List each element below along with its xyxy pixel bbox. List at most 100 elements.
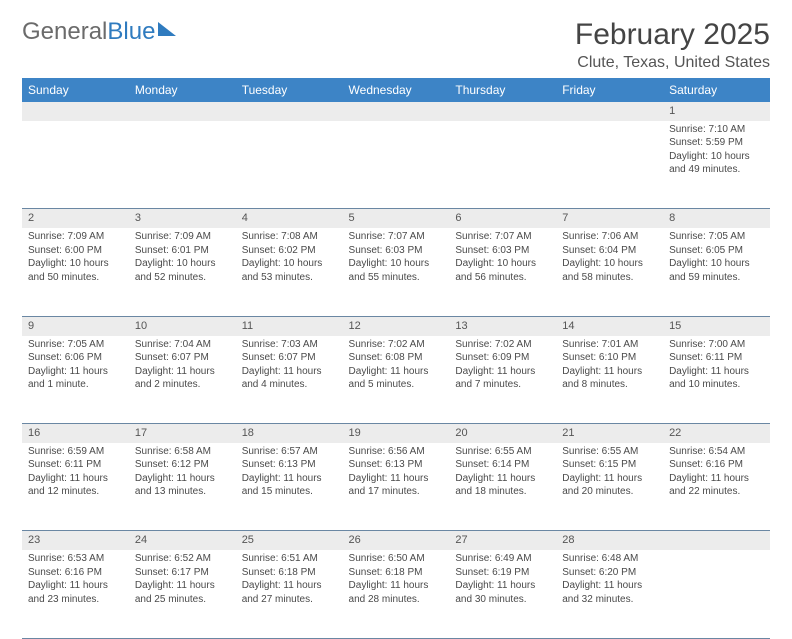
sunrise-line: Sunrise: 6:49 AM bbox=[455, 552, 550, 566]
weekday-header: Monday bbox=[129, 78, 236, 102]
day-number: 21 bbox=[556, 424, 663, 443]
daylight-line: Daylight: 11 hours and 12 minutes. bbox=[28, 472, 123, 499]
daylight-line: Daylight: 10 hours and 59 minutes. bbox=[669, 257, 764, 284]
sunrise-line: Sunrise: 7:09 AM bbox=[135, 230, 230, 244]
day-cell: Sunrise: 7:09 AMSunset: 6:01 PMDaylight:… bbox=[129, 228, 236, 316]
day-cell: Sunrise: 6:50 AMSunset: 6:18 PMDaylight:… bbox=[343, 550, 450, 638]
sunrise-line: Sunrise: 6:55 AM bbox=[455, 445, 550, 459]
sunset-line: Sunset: 6:13 PM bbox=[349, 458, 444, 472]
triangle-icon bbox=[158, 22, 176, 36]
weekday-header: Wednesday bbox=[343, 78, 450, 102]
sunset-line: Sunset: 6:03 PM bbox=[455, 244, 550, 258]
brand-logo: GeneralBlue bbox=[22, 18, 176, 46]
sunset-line: Sunset: 6:15 PM bbox=[562, 458, 657, 472]
day-cell: Sunrise: 7:03 AMSunset: 6:07 PMDaylight:… bbox=[236, 336, 343, 424]
daylight-line: Daylight: 11 hours and 22 minutes. bbox=[669, 472, 764, 499]
daylight-line: Daylight: 11 hours and 4 minutes. bbox=[242, 365, 337, 392]
week-row: Sunrise: 6:59 AMSunset: 6:11 PMDaylight:… bbox=[22, 443, 770, 531]
daylight-line: Daylight: 11 hours and 13 minutes. bbox=[135, 472, 230, 499]
day-number: 27 bbox=[449, 531, 556, 550]
day-number: 13 bbox=[449, 316, 556, 335]
daynum-row: 232425262728 bbox=[22, 531, 770, 550]
sunset-line: Sunset: 6:18 PM bbox=[242, 566, 337, 580]
sunset-line: Sunset: 6:18 PM bbox=[349, 566, 444, 580]
sunset-line: Sunset: 6:08 PM bbox=[349, 351, 444, 365]
sunset-line: Sunset: 6:16 PM bbox=[28, 566, 123, 580]
sunset-line: Sunset: 6:13 PM bbox=[242, 458, 337, 472]
day-cell: Sunrise: 6:55 AMSunset: 6:15 PMDaylight:… bbox=[556, 443, 663, 531]
day-number: 23 bbox=[22, 531, 129, 550]
day-cell bbox=[129, 121, 236, 209]
week-row: Sunrise: 7:10 AMSunset: 5:59 PMDaylight:… bbox=[22, 121, 770, 209]
day-number: 18 bbox=[236, 424, 343, 443]
day-number bbox=[22, 102, 129, 121]
daylight-line: Daylight: 11 hours and 17 minutes. bbox=[349, 472, 444, 499]
sunrise-line: Sunrise: 7:07 AM bbox=[349, 230, 444, 244]
calendar-table: SundayMondayTuesdayWednesdayThursdayFrid… bbox=[22, 78, 770, 639]
day-cell: Sunrise: 7:02 AMSunset: 6:08 PMDaylight:… bbox=[343, 336, 450, 424]
day-cell bbox=[343, 121, 450, 209]
day-number: 14 bbox=[556, 316, 663, 335]
day-number: 20 bbox=[449, 424, 556, 443]
day-number: 2 bbox=[22, 209, 129, 228]
day-cell: Sunrise: 6:55 AMSunset: 6:14 PMDaylight:… bbox=[449, 443, 556, 531]
header: GeneralBlue February 2025 Clute, Texas, … bbox=[22, 18, 770, 72]
day-cell: Sunrise: 6:54 AMSunset: 6:16 PMDaylight:… bbox=[663, 443, 770, 531]
day-number: 24 bbox=[129, 531, 236, 550]
day-cell: Sunrise: 6:52 AMSunset: 6:17 PMDaylight:… bbox=[129, 550, 236, 638]
day-cell: Sunrise: 7:05 AMSunset: 6:06 PMDaylight:… bbox=[22, 336, 129, 424]
sunset-line: Sunset: 6:17 PM bbox=[135, 566, 230, 580]
day-number: 9 bbox=[22, 316, 129, 335]
sunset-line: Sunset: 6:11 PM bbox=[28, 458, 123, 472]
daylight-line: Daylight: 10 hours and 58 minutes. bbox=[562, 257, 657, 284]
sunset-line: Sunset: 6:11 PM bbox=[669, 351, 764, 365]
day-cell: Sunrise: 7:09 AMSunset: 6:00 PMDaylight:… bbox=[22, 228, 129, 316]
sunset-line: Sunset: 6:02 PM bbox=[242, 244, 337, 258]
sunrise-line: Sunrise: 7:00 AM bbox=[669, 338, 764, 352]
weekday-header: Tuesday bbox=[236, 78, 343, 102]
sunrise-line: Sunrise: 7:08 AM bbox=[242, 230, 337, 244]
day-number: 4 bbox=[236, 209, 343, 228]
sunset-line: Sunset: 6:10 PM bbox=[562, 351, 657, 365]
daylight-line: Daylight: 11 hours and 28 minutes. bbox=[349, 579, 444, 606]
sunset-line: Sunset: 6:06 PM bbox=[28, 351, 123, 365]
day-cell: Sunrise: 7:10 AMSunset: 5:59 PMDaylight:… bbox=[663, 121, 770, 209]
title-block: February 2025 Clute, Texas, United State… bbox=[575, 18, 770, 72]
day-number: 25 bbox=[236, 531, 343, 550]
daylight-line: Daylight: 10 hours and 50 minutes. bbox=[28, 257, 123, 284]
daylight-line: Daylight: 11 hours and 5 minutes. bbox=[349, 365, 444, 392]
day-cell: Sunrise: 7:06 AMSunset: 6:04 PMDaylight:… bbox=[556, 228, 663, 316]
day-number: 7 bbox=[556, 209, 663, 228]
day-number bbox=[449, 102, 556, 121]
day-cell bbox=[663, 550, 770, 638]
sunset-line: Sunset: 6:16 PM bbox=[669, 458, 764, 472]
week-row: Sunrise: 7:05 AMSunset: 6:06 PM Daylight:… bbox=[22, 336, 770, 424]
sunset-line: Sunset: 5:59 PM bbox=[669, 136, 764, 150]
day-number: 12 bbox=[343, 316, 450, 335]
day-number: 11 bbox=[236, 316, 343, 335]
sunset-line: Sunset: 6:19 PM bbox=[455, 566, 550, 580]
day-number: 1 bbox=[663, 102, 770, 121]
daylight-line: Daylight: 11 hours and 20 minutes. bbox=[562, 472, 657, 499]
sunset-line: Sunset: 6:14 PM bbox=[455, 458, 550, 472]
day-cell: Sunrise: 6:53 AMSunset: 6:16 PMDaylight:… bbox=[22, 550, 129, 638]
sunrise-line: Sunrise: 7:05 AM bbox=[669, 230, 764, 244]
sunrise-line: Sunrise: 7:05 AM bbox=[28, 338, 123, 352]
day-cell: Sunrise: 7:05 AMSunset: 6:05 PMDaylight:… bbox=[663, 228, 770, 316]
day-cell: Sunrise: 7:02 AMSunset: 6:09 PMDaylight:… bbox=[449, 336, 556, 424]
sunrise-line: Sunrise: 7:02 AM bbox=[349, 338, 444, 352]
day-cell bbox=[22, 121, 129, 209]
sunrise-line: Sunrise: 6:53 AM bbox=[28, 552, 123, 566]
daylight-line: Daylight: 10 hours and 49 minutes. bbox=[669, 150, 764, 177]
day-number: 6 bbox=[449, 209, 556, 228]
day-cell: Sunrise: 7:07 AMSunset: 6:03 PMDaylight:… bbox=[343, 228, 450, 316]
day-cell: Sunrise: 7:08 AMSunset: 6:02 PMDaylight:… bbox=[236, 228, 343, 316]
sunrise-line: Sunrise: 6:56 AM bbox=[349, 445, 444, 459]
daylight-line: Daylight: 11 hours and 8 minutes. bbox=[562, 365, 657, 392]
sunrise-line: Sunrise: 6:48 AM bbox=[562, 552, 657, 566]
daynum-row: 2345678 bbox=[22, 209, 770, 228]
sunrise-line: Sunrise: 7:04 AM bbox=[135, 338, 230, 352]
day-number: 26 bbox=[343, 531, 450, 550]
day-cell: Sunrise: 6:51 AMSunset: 6:18 PMDaylight:… bbox=[236, 550, 343, 638]
sunrise-line: Sunrise: 6:55 AM bbox=[562, 445, 657, 459]
